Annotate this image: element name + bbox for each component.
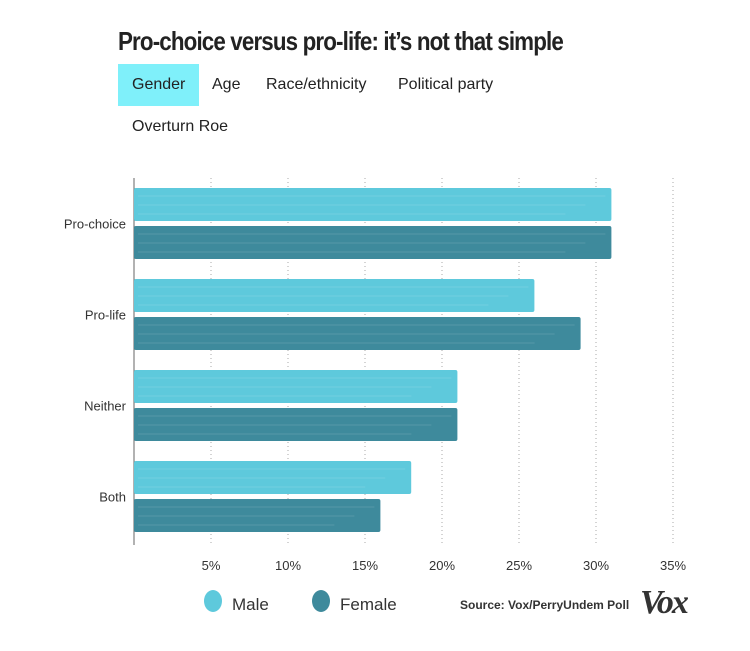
- x-tick-label: 30%: [583, 558, 609, 573]
- tab-political-party[interactable]: Political party: [398, 76, 494, 93]
- category-label: Pro-choice: [64, 217, 126, 232]
- bar-male-pro-choice: [134, 188, 612, 221]
- bar-female-neither: [134, 408, 458, 441]
- legend-male-label: Male: [232, 595, 269, 614]
- x-tick-label: 15%: [352, 558, 378, 573]
- tab-gender[interactable]: Gender: [118, 64, 200, 106]
- legend-female-swatch: [312, 590, 330, 612]
- bar-male-pro-life: [134, 279, 535, 312]
- x-tick-label: 10%: [275, 558, 301, 573]
- tab-age[interactable]: Age: [212, 76, 241, 93]
- legend-female-label: Female: [340, 595, 397, 614]
- x-tick-label: 20%: [429, 558, 455, 573]
- bar-female-pro-choice: [134, 226, 612, 259]
- source-note: Source: Vox/PerryUndem Poll: [460, 598, 630, 612]
- category-label: Neither: [84, 399, 127, 414]
- category-label: Both: [99, 490, 126, 505]
- legend-male: Male: [204, 590, 269, 620]
- chart-title: Pro-choice versus pro-life: it’s not tha…: [118, 26, 564, 56]
- category-label: Pro-life: [85, 308, 126, 323]
- bar-female-both: [134, 499, 381, 532]
- vox-logo: Vox: [640, 584, 689, 621]
- legend-male-swatch: [204, 590, 222, 612]
- bar-female-pro-life: [134, 317, 581, 350]
- bar-chart: 5% 10% 15% 20% 25% 30% 35% Pro-choice Pro-life Ne…: [64, 178, 686, 573]
- x-tick-label: 35%: [660, 558, 686, 573]
- legend-female: Female: [312, 590, 397, 620]
- x-tick-label: 5%: [202, 558, 221, 573]
- x-tick-label: 25%: [506, 558, 532, 573]
- bar-male-both: [134, 461, 412, 494]
- tab-overturn-roe[interactable]: Overturn Roe: [132, 118, 229, 135]
- tab-race-ethnicity[interactable]: Race/ethnicity: [266, 76, 367, 93]
- bar-male-neither: [134, 370, 458, 403]
